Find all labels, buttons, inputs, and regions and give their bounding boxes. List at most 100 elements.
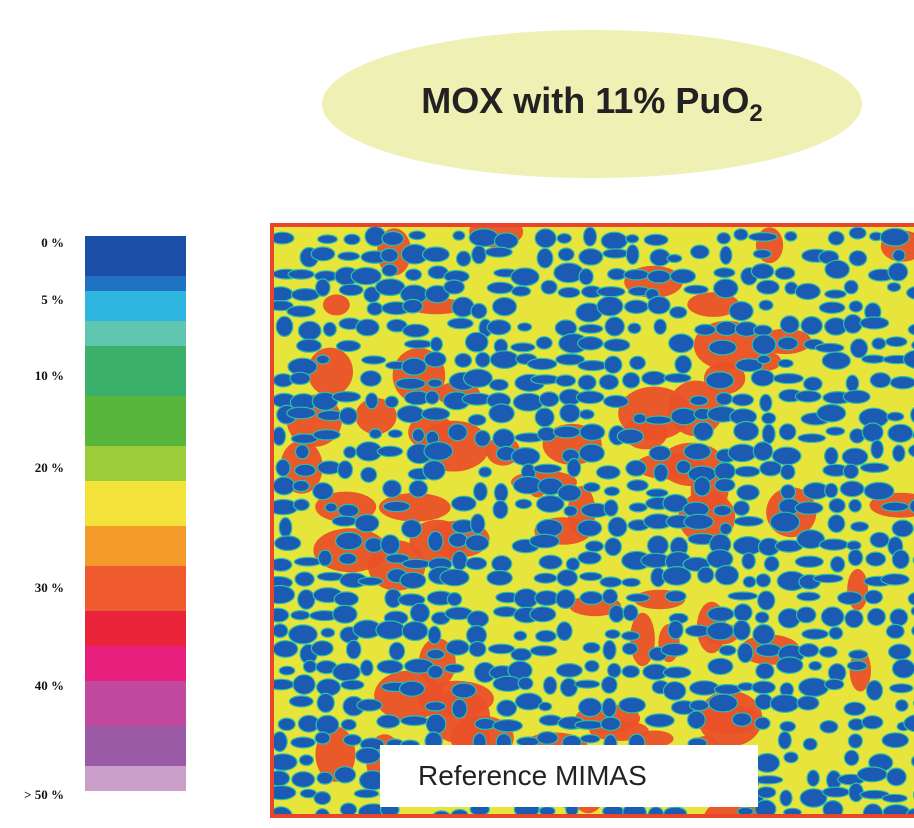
uo2-grain: [889, 375, 914, 390]
uo2-grain: [887, 643, 912, 661]
uo2-grain: [621, 371, 641, 389]
uo2-grain: [577, 550, 602, 565]
uo2-grain: [278, 516, 293, 538]
uo2-grain: [827, 514, 846, 534]
uo2-grain: [395, 377, 426, 390]
uo2-grain: [601, 697, 617, 718]
uo2-grain: [489, 350, 520, 370]
uo2-grain: [297, 589, 316, 610]
uo2-grain: [621, 664, 641, 679]
uo2-grain: [596, 295, 624, 317]
uo2-grain: [379, 247, 399, 263]
uo2-grain: [779, 315, 800, 334]
uo2-grain: [427, 378, 443, 388]
uo2-grain: [769, 511, 801, 533]
uo2-grain: [707, 657, 734, 676]
uo2-grain: [865, 551, 887, 567]
uo2-grain: [364, 392, 379, 410]
uo2-grain: [823, 446, 839, 466]
uo2-grain: [578, 571, 603, 582]
uo2-grain: [756, 786, 777, 799]
uo2-grain: [368, 428, 383, 440]
uo2-grain: [274, 731, 288, 753]
uo2-grain: [578, 443, 605, 463]
title-subscript: 2: [749, 100, 763, 128]
uo2-grain: [648, 445, 672, 462]
uo2-grain: [421, 407, 451, 421]
uo2-grain: [396, 405, 425, 424]
uo2-grain: [510, 447, 541, 467]
uo2-grain: [889, 683, 914, 694]
uo2-grain: [662, 681, 687, 701]
scale-band: [85, 236, 186, 276]
uo2-grain: [885, 623, 905, 639]
uo2-grain: [603, 394, 630, 408]
uo2-grain: [529, 606, 557, 623]
uo2-grain: [879, 227, 910, 247]
pu-distribution-map: [270, 223, 914, 818]
uo2-grain: [794, 501, 824, 515]
uo2-grain: [761, 423, 776, 445]
uo2-grain: [887, 262, 909, 282]
uo2-grain: [578, 268, 594, 286]
uo2-grain: [713, 477, 736, 493]
uo2-grain: [907, 323, 914, 336]
uo2-grain: [772, 372, 804, 385]
uo2-grain: [398, 680, 426, 697]
uo2-grain: [603, 338, 631, 352]
uo2-grain: [836, 591, 863, 606]
uo2-grain: [824, 678, 845, 691]
uo2-grain: [661, 566, 692, 586]
uo2-grain: [715, 320, 738, 337]
uo2-grain: [424, 390, 440, 405]
uo2-grain: [828, 497, 846, 514]
uo2-grain: [783, 807, 802, 814]
uo2-grain: [302, 659, 318, 674]
uo2-grain: [706, 621, 735, 641]
uo2-grain: [847, 733, 864, 749]
uo2-grain: [715, 392, 733, 406]
uo2-grain: [750, 369, 775, 387]
uo2-grain: [381, 263, 399, 278]
uo2-grain: [579, 734, 601, 744]
uo2-grain: [292, 498, 310, 512]
title-oval: MOX with 11% PuO2: [322, 30, 862, 178]
uo2-grain: [563, 505, 578, 517]
uo2-grain: [621, 577, 641, 588]
uo2-grain: [776, 336, 799, 351]
uo2-grain: [468, 228, 500, 248]
uo2-grain: [596, 286, 626, 298]
uo2-grain: [555, 663, 583, 678]
uo2-grain: [274, 678, 295, 691]
uo2-grain: [486, 319, 512, 336]
uo2-grain: [774, 266, 796, 280]
uo2-grain: [512, 392, 544, 412]
uo2-grain: [825, 426, 846, 436]
uo2-grain: [385, 553, 410, 564]
uo2-grain: [492, 428, 516, 449]
uo2-grain: [600, 716, 622, 732]
scale-band: [85, 681, 186, 726]
uo2-grain: [387, 429, 403, 439]
uo2-grain: [751, 334, 777, 355]
uo2-grain: [286, 406, 317, 420]
uo2-grain: [713, 462, 736, 481]
uo2-grain: [669, 268, 697, 284]
uo2-grain: [846, 540, 862, 551]
uo2-grain: [427, 530, 444, 552]
uo2-grain: [910, 406, 914, 423]
uo2-grain: [754, 799, 777, 814]
uo2-grain: [861, 715, 884, 730]
uo2-grain: [606, 267, 627, 281]
uo2-grain: [881, 732, 910, 749]
uo2-grain: [450, 495, 477, 512]
uo2-grain: [911, 341, 914, 350]
uo2-grain: [360, 466, 378, 483]
uo2-grain: [907, 444, 914, 458]
uo2-grain: [432, 810, 451, 814]
uo2-grain: [423, 351, 447, 368]
uo2-grain: [294, 463, 317, 477]
uo2-grain: [542, 676, 558, 695]
uo2-grain: [426, 648, 446, 660]
uo2-grain: [555, 353, 586, 366]
